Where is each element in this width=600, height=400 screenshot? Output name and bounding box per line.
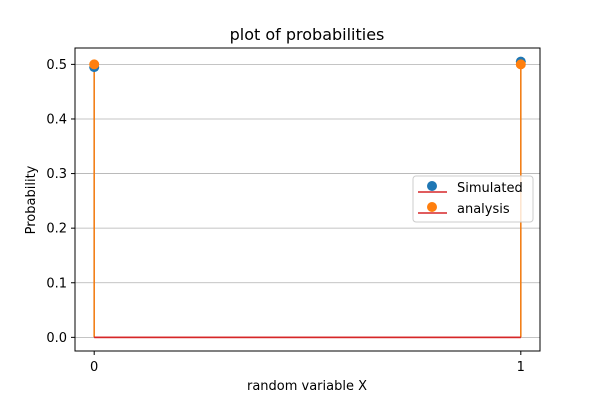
legend-box bbox=[412, 175, 534, 223]
y-tick-label: 0.0 bbox=[46, 331, 67, 346]
y-axis-label: Probability bbox=[24, 165, 39, 234]
x-tick-label: 1 bbox=[517, 360, 525, 375]
y-tick-label: 0.5 bbox=[46, 58, 67, 73]
x-axis-label: random variable X bbox=[247, 379, 367, 394]
legend-marker-simulated bbox=[427, 181, 437, 191]
legend-label-simulated: Simulated bbox=[457, 181, 523, 196]
y-tick-label: 0.4 bbox=[46, 112, 67, 127]
plot-frame bbox=[74, 47, 541, 352]
x-tick-label: 0 bbox=[90, 360, 98, 375]
y-tick-label: 0.1 bbox=[46, 276, 67, 291]
legend-label-analysis: analysis bbox=[457, 202, 510, 217]
y-tick-label: 0.3 bbox=[46, 167, 67, 182]
marker-series-1-point-0 bbox=[89, 59, 100, 70]
y-tick-label: 0.2 bbox=[46, 222, 67, 237]
legend-marker-analysis bbox=[427, 202, 437, 212]
marker-series-1-point-1 bbox=[515, 59, 526, 70]
chart-title: plot of probabilities bbox=[230, 25, 385, 44]
legend: Simulated analysis bbox=[412, 175, 534, 223]
axis-ticks: 0.0 0.1 0.2 0.3 0.4 0.5 0 1 bbox=[46, 58, 525, 375]
data-markers bbox=[89, 56, 526, 73]
